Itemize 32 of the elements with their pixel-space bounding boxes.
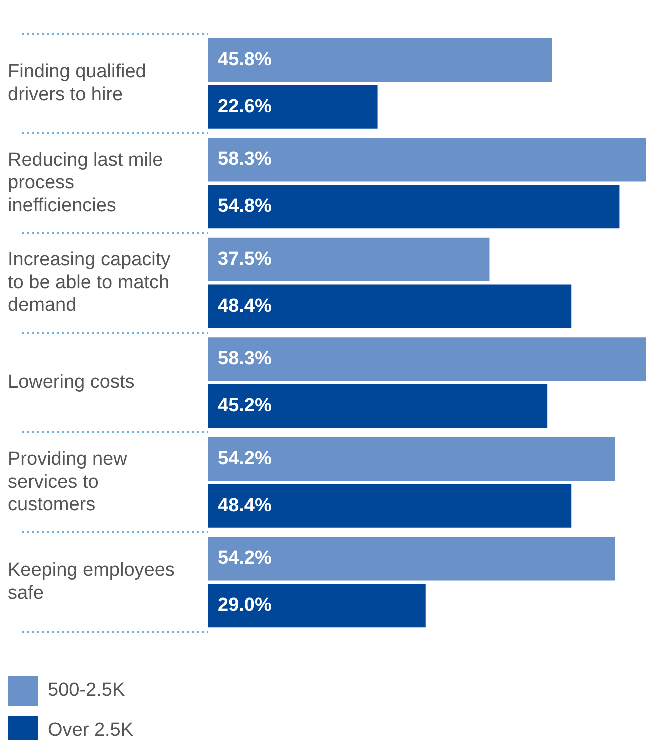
bar [208,85,378,129]
bar [208,185,620,229]
bar [208,484,572,528]
bar [208,437,616,481]
data-label: 45.2% [218,396,272,417]
bar [208,384,548,428]
data-label: 58.3% [218,348,272,370]
data-label: 37.5% [218,248,272,270]
legend-label: Over 2.5K [48,720,134,740]
y-tick-label: Keeping employees safe [8,560,175,604]
bar [208,584,426,628]
bar [208,338,646,382]
data-label: 45.8% [218,49,272,70]
data-label: 48.4% [218,296,272,317]
data-label: 48.4% [218,495,272,516]
bar [208,537,616,581]
bar [208,138,646,182]
data-label: 29.0% [218,595,272,616]
y-tick-label: Reducing last mile process inefficiencies [8,150,164,216]
data-label: 58.3% [218,149,272,170]
data-label: 54.2% [218,448,272,470]
y-tick-label: Finding qualified drivers to hire [8,62,146,106]
data-label: 54.2% [218,548,272,570]
y-tick-label: Providing new services to customers [8,449,128,516]
data-label: 54.8% [218,196,272,218]
bar [208,238,490,282]
y-tick-label: Increasing capacity to be able to match demand [8,250,172,316]
bar [208,284,572,328]
legend-label: 500-2.5K [48,680,126,702]
data-label: 22.6% [218,96,272,118]
bar [208,38,552,82]
y-tick-label: Lowering costs [8,372,135,394]
